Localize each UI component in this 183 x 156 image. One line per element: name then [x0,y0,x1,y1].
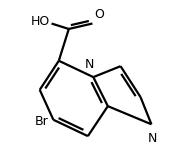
Text: N: N [85,58,94,71]
Text: HO: HO [31,15,50,28]
Text: Br: Br [35,115,49,128]
Text: O: O [94,8,104,21]
Text: N: N [148,132,157,146]
